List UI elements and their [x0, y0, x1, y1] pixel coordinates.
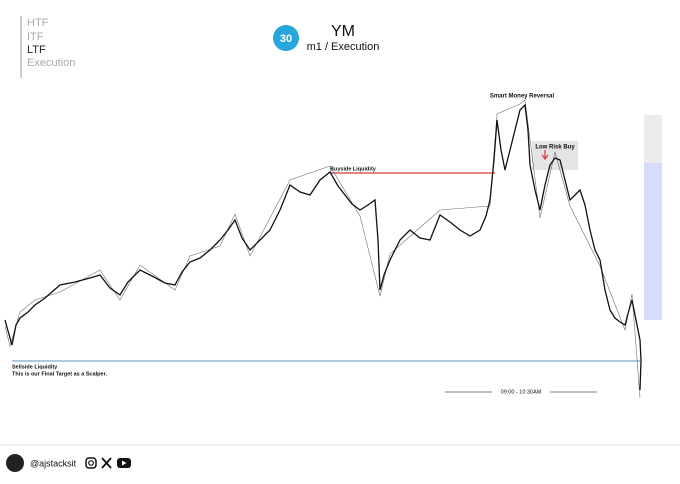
tf-htf: HTF — [27, 17, 49, 29]
x-icon[interactable] — [101, 457, 112, 469]
subtitle: m1 / Execution — [307, 41, 380, 53]
zone-blue — [644, 163, 662, 320]
entry-label: Low Risk Buy — [535, 145, 575, 151]
session-label: 09:00 - 10:30AM — [501, 389, 542, 395]
session-bg — [492, 388, 550, 396]
youtube-play — [122, 460, 127, 466]
badge-text: 30 — [280, 33, 292, 45]
entry-box — [532, 141, 578, 170]
badge — [273, 25, 299, 51]
title: YM — [331, 23, 355, 40]
tf-itf: ITF — [27, 31, 44, 43]
reversal-label: Smart Money Reversal — [490, 94, 555, 100]
handle[interactable]: @ajstacksit — [30, 458, 77, 468]
entry-arrow — [541, 150, 549, 160]
price-trace — [4, 103, 642, 391]
instagram-icon[interactable] — [85, 457, 97, 469]
tf-exec: Execution — [27, 57, 75, 69]
instagram-lens — [88, 460, 94, 466]
price-wicks — [4, 99, 641, 399]
buyside-label: Buyside Liquidity — [330, 166, 377, 172]
zone-gray — [644, 115, 662, 163]
sellside-label: Sellside Liquidity — [12, 364, 58, 370]
target-label: This is our Final Target as a Scalper. — [12, 371, 107, 377]
avatar — [6, 454, 24, 472]
tf-ltf: LTF — [27, 44, 46, 56]
